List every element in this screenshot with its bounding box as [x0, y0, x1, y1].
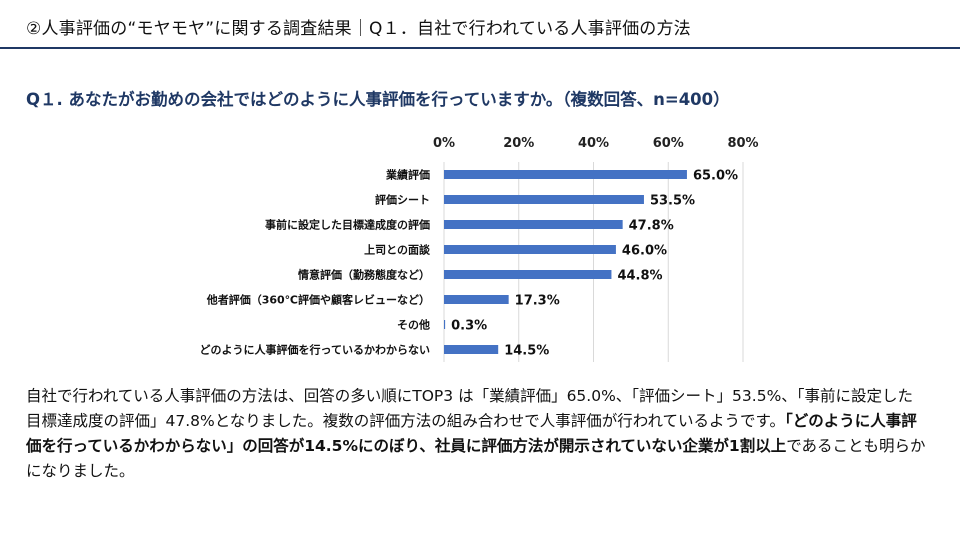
bar	[444, 295, 509, 304]
chart-bars	[444, 170, 687, 354]
bar	[444, 245, 616, 254]
chart-axis-ticks: 0% 20% 40% 60% 80%	[433, 136, 759, 151]
value-label: 0.3%	[451, 319, 487, 334]
category-label: 上司との面談	[364, 243, 431, 257]
value-label: 44.8%	[617, 269, 662, 284]
category-label: その他	[397, 318, 430, 332]
chart-value-labels: 65.0% 53.5% 47.8% 46.0% 44.8% 17.3% 0.3% 14.5%	[451, 169, 738, 359]
bar	[444, 195, 644, 204]
category-label: 業績評価	[385, 168, 430, 182]
x-tick-label: 40%	[578, 136, 609, 151]
chart-category-labels: 業績評価評価シート事前に設定した目標達成度の評価上司との面談情意評価（勤務態度な…	[200, 168, 431, 357]
value-label: 47.8%	[629, 219, 674, 234]
bar	[444, 170, 687, 179]
bar-chart: 0% 20% 40% 60% 80% 業績評価評価シート事前に設定した目標達成度の評価上…	[200, 136, 759, 362]
header-divider	[0, 47, 960, 49]
category-label: 他者評価（360℃評価や顧客レビューなど）	[206, 293, 430, 307]
value-label: 17.3%	[515, 294, 560, 309]
summary-sentence-2: であることも明らかになりました。	[26, 437, 926, 480]
summary-text: 自社で行われている人事評価の方法は、回答の多い順にTOP3 は「業績評価」65.…	[26, 384, 926, 484]
bar	[444, 220, 623, 229]
category-label: 情意評価（勤務態度など）	[298, 268, 430, 282]
value-label: 46.0%	[622, 244, 667, 259]
x-tick-label: 0%	[433, 136, 455, 151]
x-tick-label: 20%	[503, 136, 534, 151]
x-tick-label: 80%	[727, 136, 758, 151]
page-header-title: ②人事評価の“モヤモヤ”に関する調査結果｜Q１．自社で行われている人事評価の方法	[26, 19, 691, 39]
value-label: 65.0%	[693, 169, 738, 184]
value-label: 14.5%	[504, 344, 549, 359]
chart-grid	[443, 162, 744, 362]
value-label: 53.5%	[650, 194, 695, 209]
bar	[444, 320, 446, 329]
category-label: どのように人事評価を行っているかわからない	[200, 343, 430, 357]
x-tick-label: 60%	[653, 136, 684, 151]
bar	[444, 345, 499, 354]
summary-sentence-1: 自社で行われている人事評価の方法は、回答の多い順にTOP3 は「業績評価」65.…	[26, 387, 914, 430]
summary-highlight: 「どのように人事評価を行っているかわからない」の回答が14.5%にのぼり、社員に…	[26, 412, 917, 455]
category-label: 事前に設定した目標達成度の評価	[265, 218, 430, 232]
category-label: 評価シート	[375, 193, 430, 207]
question-title: Q１. あなたがお勤めの会社ではどのように人事評価を行っていますか。（複数回答、…	[26, 90, 730, 109]
bar	[444, 270, 612, 279]
